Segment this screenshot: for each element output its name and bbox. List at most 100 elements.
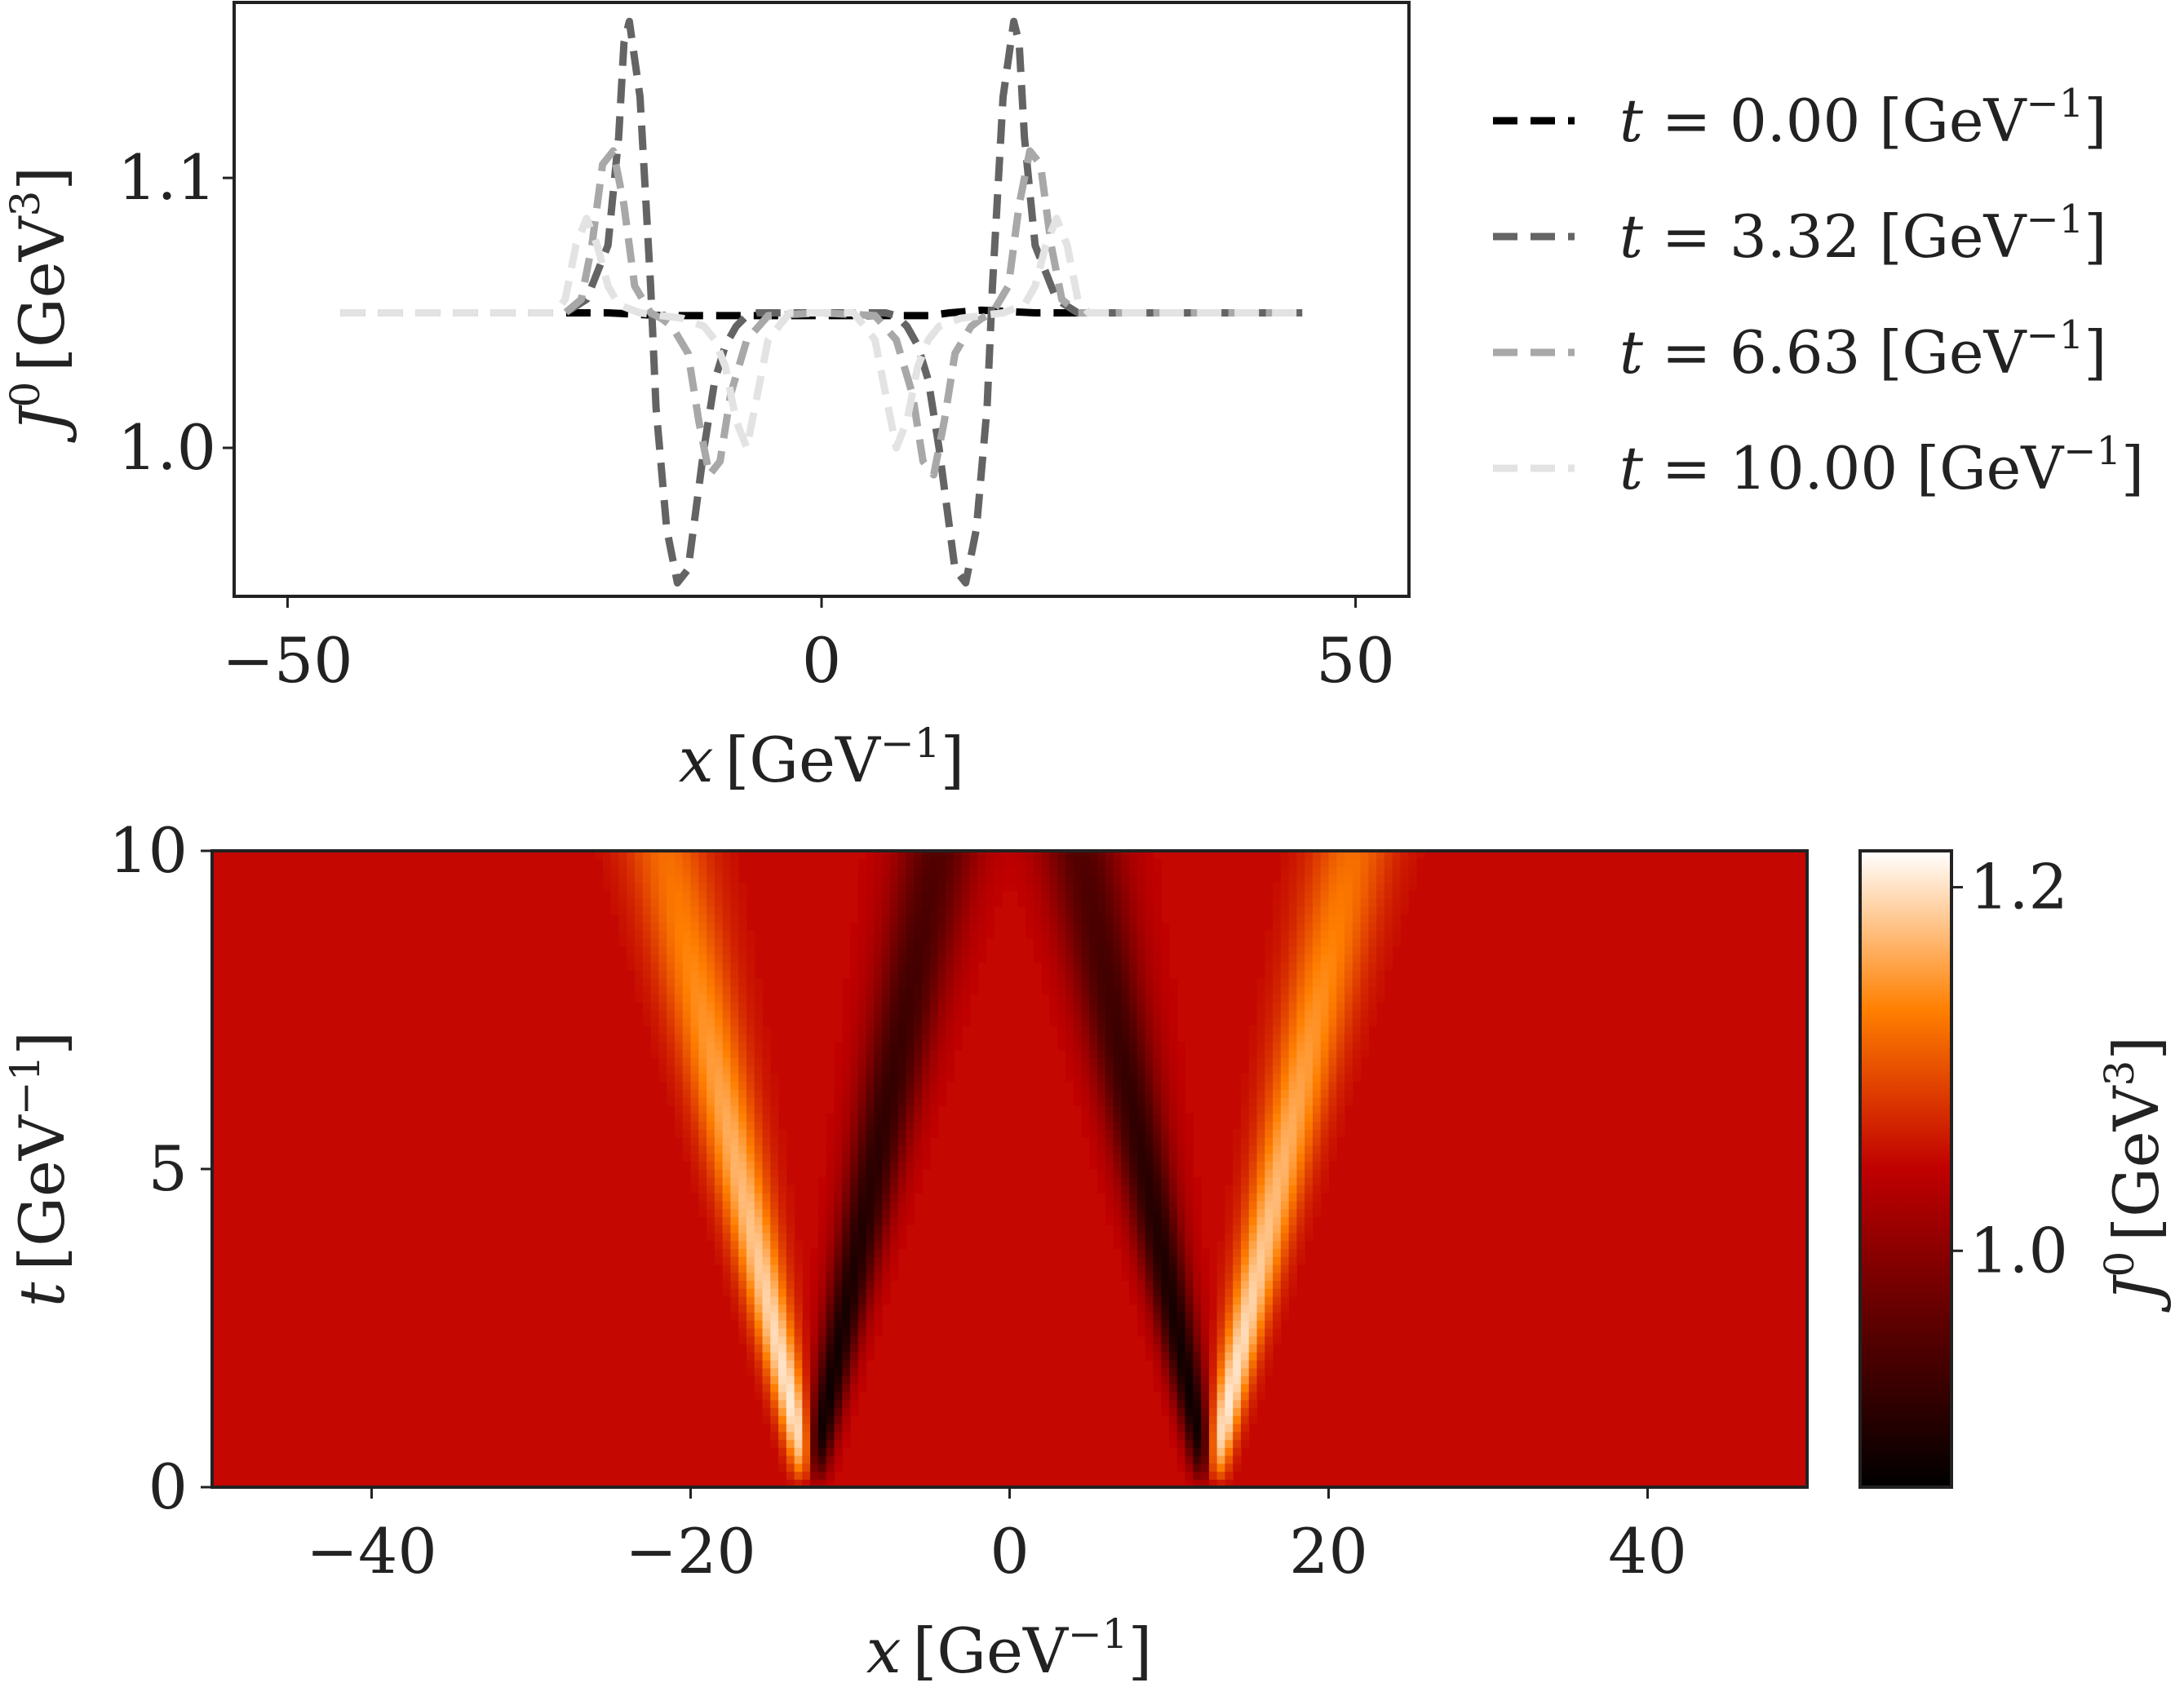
heatmap-cell	[754, 1074, 764, 1083]
heatmap-cell	[1185, 1320, 1194, 1329]
heatmap-cell	[714, 938, 724, 947]
heatmap-cell	[722, 1042, 731, 1051]
heatmap-cell	[1312, 922, 1322, 932]
heatmap-cell	[1328, 1153, 1337, 1162]
heatmap-cell	[817, 1344, 827, 1353]
heatmap-cell	[914, 1089, 923, 1098]
heatmap-cell	[961, 906, 971, 915]
heatmap-cell	[707, 922, 715, 932]
heatmap-cell	[914, 1057, 923, 1066]
heatmap-cell	[738, 985, 747, 995]
heatmap-cell	[1296, 1105, 1305, 1114]
heatmap-cell	[802, 1431, 811, 1441]
heatmap-cell	[1176, 1081, 1186, 1091]
heatmap-cell	[1265, 1335, 1274, 1345]
heatmap-cell	[857, 1185, 867, 1193]
heatmap-cell	[889, 970, 899, 979]
heatmap-cell	[1129, 851, 1138, 860]
heatmap-cell	[1026, 930, 1034, 939]
heatmap-cell	[1280, 914, 1290, 923]
heatmap-cell	[986, 914, 995, 923]
heatmap-cell	[738, 1081, 747, 1091]
heatmap-cell	[618, 883, 627, 892]
heatmap-cell	[1136, 1113, 1146, 1123]
heatmap-cell	[874, 851, 883, 860]
heatmap-cell	[1089, 1113, 1098, 1123]
heatmap-cell	[770, 1074, 779, 1083]
heatmap-cell	[866, 970, 875, 979]
heatmap-cell	[1376, 898, 1385, 907]
heatmap-cell	[1312, 1201, 1322, 1210]
heatmap-cell	[1280, 1129, 1290, 1138]
heatmap-cell	[778, 1431, 787, 1441]
heatmap-cell	[1169, 1025, 1178, 1034]
heatmap-cell	[754, 1113, 764, 1123]
heatmap-cell	[1073, 978, 1083, 987]
heatmap-cell	[1360, 906, 1369, 915]
heatmap-cell	[897, 1089, 907, 1098]
heatmap-cell	[874, 1288, 883, 1297]
heatmap-cell	[1225, 1216, 1234, 1225]
heatmap-cell	[889, 1081, 899, 1091]
heatmap-cell	[618, 930, 627, 939]
heatmap-cell	[770, 1216, 779, 1225]
heatmap-cell	[674, 1065, 684, 1074]
heatmap-cell	[746, 1288, 755, 1297]
heatmap-cell	[722, 994, 731, 1003]
heatmap-cell	[897, 994, 907, 1003]
heatmap-cell	[778, 1360, 787, 1369]
heatmap-cell	[1336, 1105, 1345, 1114]
heatmap-cell	[1240, 1280, 1250, 1289]
heatmap-cell	[1136, 906, 1146, 915]
heatmap-cell	[794, 1384, 803, 1393]
heatmap-cell	[714, 1057, 724, 1066]
heatmap-cell	[850, 1320, 859, 1329]
heatmap-cell	[1273, 1201, 1282, 1210]
heatmap-cell	[762, 1097, 771, 1106]
legend-entry: t = 6.63 [GeV−1]	[1493, 312, 2106, 387]
heatmap-cell	[730, 1129, 739, 1138]
heatmap-cell	[866, 1344, 875, 1353]
heatmap-cell	[746, 938, 755, 947]
heatmap-cell	[794, 1471, 803, 1480]
heatmap-cell	[897, 898, 907, 907]
heatmap-cell	[1073, 851, 1083, 860]
heatmap-cell	[1113, 1017, 1122, 1027]
heatmap-cell	[1216, 1407, 1226, 1416]
heatmap-cell	[1081, 1074, 1090, 1083]
heatmap-cell	[1328, 1089, 1337, 1098]
heatmap-cell	[817, 1335, 827, 1345]
heatmap-cell	[889, 1272, 899, 1282]
heatmap-cell	[1233, 1335, 1242, 1345]
heatmap-cell	[1248, 1352, 1258, 1361]
heatmap-cell	[1265, 970, 1274, 979]
heatmap-cell	[714, 1169, 724, 1178]
heatmap-x-label: x [GeV−1]	[866, 1610, 1152, 1687]
heatmap-cell	[1312, 978, 1322, 987]
heatmap-cell	[730, 946, 739, 955]
heatmap-cell	[850, 1145, 859, 1154]
heatmap-cell	[906, 1025, 915, 1034]
heatmap-cell	[770, 1208, 779, 1218]
heatmap-cell	[778, 1256, 787, 1265]
legend-label-exp: −1	[2063, 428, 2121, 474]
heatmap-cell	[1280, 1264, 1290, 1273]
heatmap-cell	[961, 922, 971, 932]
heatmap-cell	[1248, 1335, 1258, 1345]
heatmap-cell	[802, 1320, 811, 1329]
heatmap-cell	[1081, 883, 1090, 892]
heatmap-cell	[914, 1025, 923, 1034]
heatmap-cell	[897, 1201, 907, 1210]
heatmap-cell	[1296, 1097, 1305, 1106]
heatmap-cell	[762, 1256, 771, 1265]
heatmap-cell	[1368, 898, 1377, 907]
heatmap-cell	[1273, 1248, 1282, 1257]
heatmap-cell	[618, 866, 627, 875]
heatmap-cell	[1169, 1145, 1178, 1154]
heatmap-cell	[698, 994, 707, 1003]
heatmap-cell	[754, 1017, 764, 1027]
heatmap-cell	[1320, 1176, 1330, 1186]
heatmap-cell	[778, 1224, 787, 1233]
heatmap-cell	[826, 1224, 835, 1233]
